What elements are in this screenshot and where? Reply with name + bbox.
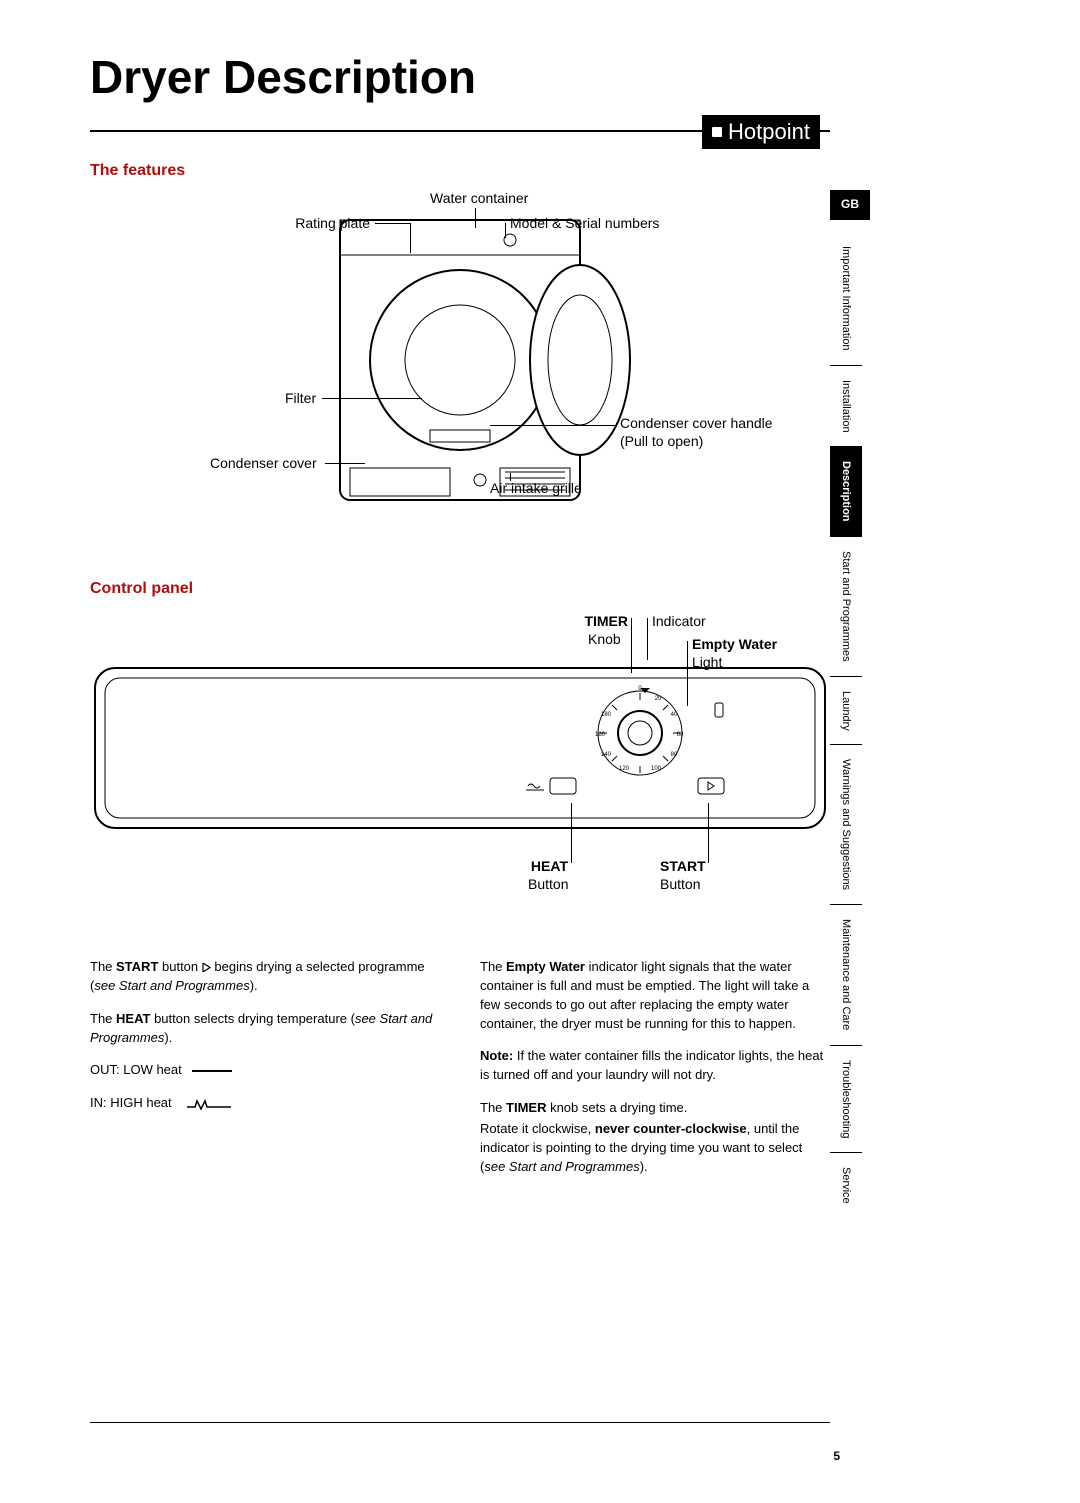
label-condenser-cover: Condenser cover xyxy=(210,455,317,471)
paragraph: The Empty Water indicator light signals … xyxy=(480,958,830,1033)
leader-line xyxy=(322,398,422,399)
leader-line xyxy=(571,803,572,863)
tab-description[interactable]: Description xyxy=(830,447,862,537)
label-timer: TIMER xyxy=(568,613,628,629)
leader-line xyxy=(410,223,411,253)
label-model-serial: Model & Serial numbers xyxy=(510,215,659,231)
tab-spacer xyxy=(830,220,850,232)
label-knob: Knob xyxy=(588,631,621,647)
tab-start-programmes[interactable]: Start and Programmes xyxy=(830,537,862,677)
label-condenser-handle: Condenser cover handle xyxy=(620,415,773,431)
tab-maintenance[interactable]: Maintenance and Care xyxy=(830,905,862,1045)
leader-line xyxy=(505,223,506,238)
page-number: 5 xyxy=(833,1449,840,1463)
label-heat: HEAT xyxy=(508,858,568,874)
column-right: The Empty Water indicator light signals … xyxy=(480,958,830,1190)
leader-line xyxy=(647,618,648,660)
heat-in-line: IN: HIGH heat xyxy=(90,1094,440,1113)
control-panel-illustration: 20 40 60 80 100 120 140 160 180 0 xyxy=(90,658,830,858)
brand-logo: Hotpoint xyxy=(702,115,820,149)
svg-text:120: 120 xyxy=(619,766,630,772)
paragraph: The START button begins drying a selecte… xyxy=(90,958,440,996)
svg-text:140: 140 xyxy=(601,752,612,758)
features-heading: The features xyxy=(90,162,1020,180)
leader-line xyxy=(325,463,365,464)
sidebar-tabs: GB Important Information Installation De… xyxy=(830,190,870,1218)
label-pull-to-open: (Pull to open) xyxy=(620,433,703,449)
tab-installation[interactable]: Installation xyxy=(830,366,862,448)
tab-gb: GB xyxy=(830,190,870,220)
svg-text:40: 40 xyxy=(671,712,678,718)
svg-text:80: 80 xyxy=(671,752,678,758)
leader-line xyxy=(475,208,476,228)
svg-text:20: 20 xyxy=(655,696,662,702)
body-text: The START button begins drying a selecte… xyxy=(90,958,830,1190)
divider-bottom xyxy=(90,1422,830,1423)
column-left: The START button begins drying a selecte… xyxy=(90,958,440,1190)
label-heat-button: Button xyxy=(528,876,568,892)
leader-line xyxy=(708,803,709,863)
label-rating-plate: Rating plate xyxy=(260,215,370,231)
label-filter: Filter xyxy=(285,390,316,406)
label-indicator: Indicator xyxy=(652,613,706,629)
svg-text:160: 160 xyxy=(595,732,606,738)
leader-line xyxy=(375,223,410,224)
page-title: Dryer Description xyxy=(90,50,1020,104)
features-diagram: Rating plate Water container Model & Ser… xyxy=(90,190,830,540)
label-water-container: Water container xyxy=(430,190,528,206)
paragraph-note: Note: If the water container fills the i… xyxy=(480,1047,830,1085)
tab-important-info[interactable]: Important Information xyxy=(830,232,862,366)
heat-out-line: OUT: LOW heat xyxy=(90,1061,440,1080)
brand-dot-icon xyxy=(712,127,722,137)
svg-text:180: 180 xyxy=(601,712,612,718)
tab-laundry[interactable]: Laundry xyxy=(830,677,862,746)
play-icon xyxy=(202,963,211,972)
label-empty-water: Empty Water xyxy=(692,636,777,652)
tab-troubleshooting[interactable]: Troubleshooting xyxy=(830,1046,862,1153)
label-start-button: Button xyxy=(660,876,700,892)
paragraph: Rotate it clockwise, never counter-clock… xyxy=(480,1120,830,1177)
tab-service[interactable]: Service xyxy=(830,1153,862,1218)
brand-name: Hotpoint xyxy=(728,119,810,145)
label-air-intake: Air intake grille xyxy=(490,480,582,496)
tab-warnings[interactable]: Warnings and Suggestions xyxy=(830,745,862,905)
control-heading: Control panel xyxy=(90,580,830,598)
line-icon xyxy=(192,1070,232,1072)
paragraph: The TIMER knob sets a drying time. xyxy=(480,1099,830,1118)
control-panel-diagram: TIMER Knob Indicator Empty Water Light xyxy=(90,608,830,958)
svg-text:100: 100 xyxy=(651,766,662,772)
leader-line xyxy=(490,425,615,426)
svg-text:60: 60 xyxy=(677,732,684,738)
label-start: START xyxy=(660,858,706,874)
paragraph: The HEAT button selects drying temperatu… xyxy=(90,1010,440,1048)
dryer-illustration xyxy=(330,200,650,510)
wave-line-icon xyxy=(185,1097,235,1111)
leader-line xyxy=(510,473,511,481)
